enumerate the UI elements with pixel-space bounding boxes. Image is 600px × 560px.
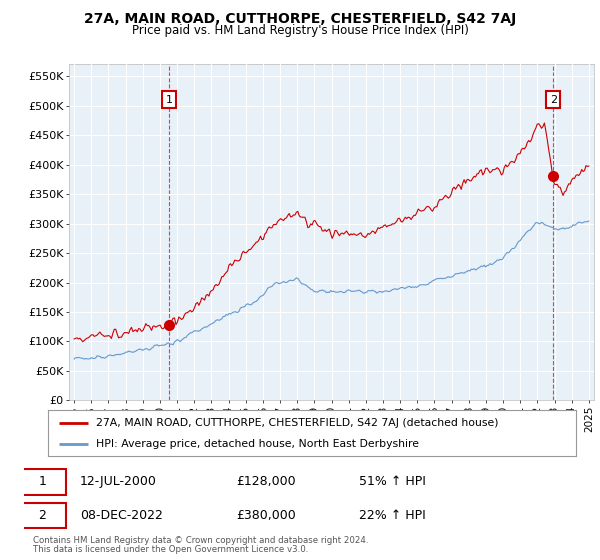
Text: 51% ↑ HPI: 51% ↑ HPI	[359, 475, 425, 488]
Text: Price paid vs. HM Land Registry's House Price Index (HPI): Price paid vs. HM Land Registry's House …	[131, 24, 469, 36]
Text: £380,000: £380,000	[236, 508, 296, 522]
Text: 1: 1	[38, 475, 46, 488]
Text: HPI: Average price, detached house, North East Derbyshire: HPI: Average price, detached house, Nort…	[95, 438, 419, 449]
Text: Contains HM Land Registry data © Crown copyright and database right 2024.: Contains HM Land Registry data © Crown c…	[33, 536, 368, 545]
Text: 2: 2	[550, 95, 557, 105]
Text: 22% ↑ HPI: 22% ↑ HPI	[359, 508, 425, 522]
Text: 27A, MAIN ROAD, CUTTHORPE, CHESTERFIELD, S42 7AJ: 27A, MAIN ROAD, CUTTHORPE, CHESTERFIELD,…	[84, 12, 516, 26]
Text: 12-JUL-2000: 12-JUL-2000	[80, 475, 157, 488]
Text: 1: 1	[166, 95, 173, 105]
Text: 2: 2	[38, 508, 46, 522]
FancyBboxPatch shape	[19, 469, 66, 495]
Text: This data is licensed under the Open Government Licence v3.0.: This data is licensed under the Open Gov…	[33, 545, 308, 554]
Text: £128,000: £128,000	[236, 475, 296, 488]
Text: 08-DEC-2022: 08-DEC-2022	[80, 508, 163, 522]
FancyBboxPatch shape	[19, 503, 66, 529]
Text: 27A, MAIN ROAD, CUTTHORPE, CHESTERFIELD, S42 7AJ (detached house): 27A, MAIN ROAD, CUTTHORPE, CHESTERFIELD,…	[95, 418, 498, 428]
